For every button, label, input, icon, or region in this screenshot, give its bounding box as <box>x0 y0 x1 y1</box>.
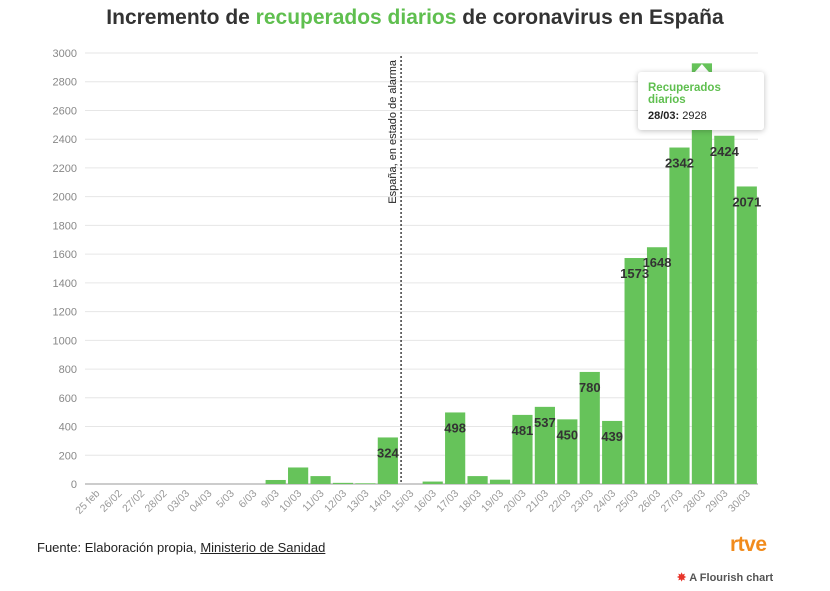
y-tick-label: 400 <box>59 422 77 434</box>
y-tick-label: 3000 <box>53 48 77 60</box>
tooltip-date: 28/03: <box>648 110 680 122</box>
source-prefix: Fuente: Elaboración propia, <box>37 540 201 555</box>
bar <box>624 258 645 484</box>
bar <box>691 63 713 485</box>
x-tick-label: 5/03 <box>214 488 237 511</box>
x-tick-label: 14/03 <box>367 488 394 515</box>
y-tick-label: 2400 <box>53 134 77 146</box>
rtve-logo: rtve <box>730 533 767 556</box>
data-label: 780 <box>579 380 601 395</box>
y-tick-label: 2000 <box>53 192 77 204</box>
x-tick-label: 28/02 <box>143 488 170 515</box>
chart-tooltip: Recuperados diarios 28/03: 2928 <box>638 72 764 130</box>
data-label: 324 <box>377 445 399 460</box>
x-tick-label: 11/03 <box>300 488 327 515</box>
x-tick-label: 21/03 <box>524 488 551 515</box>
source-note: Fuente: Elaboración propia, Ministerio d… <box>37 540 325 555</box>
title-suffix: de coronavirus en España <box>456 6 724 29</box>
y-tick-label: 1000 <box>53 335 77 347</box>
x-tick-label: 19/03 <box>479 488 506 515</box>
x-tick-label: 27/03 <box>659 488 686 515</box>
bar <box>288 467 309 484</box>
x-tick-label: 03/03 <box>165 488 192 515</box>
x-tick-label: 26/03 <box>636 488 663 515</box>
y-tick-label: 1600 <box>53 249 77 261</box>
y-tick-label: 800 <box>59 364 77 376</box>
y-tick-label: 2600 <box>53 105 77 117</box>
title-highlight: recuperados diarios <box>255 6 457 29</box>
bar <box>646 247 668 484</box>
y-tick-label: 2200 <box>53 163 77 175</box>
data-label: 439 <box>601 429 623 444</box>
data-label: 537 <box>534 415 556 430</box>
y-tick-label: 1800 <box>53 220 77 232</box>
y-tick-label: 200 <box>59 450 77 462</box>
y-tick-label: 1400 <box>53 278 77 290</box>
bar <box>467 476 488 484</box>
data-label: 498 <box>444 420 466 435</box>
data-label: 2424 <box>710 144 740 159</box>
flourish-label: A Flourish chart <box>689 572 774 584</box>
x-tick-label: 30/03 <box>726 488 753 515</box>
y-tick-label: 2800 <box>53 77 77 89</box>
bar <box>265 479 286 484</box>
tooltip-pointer <box>694 64 709 72</box>
x-tick-label: 25 feb <box>73 488 102 517</box>
bar <box>310 476 331 484</box>
bar <box>557 419 578 484</box>
tooltip-value: 2928 <box>682 110 707 122</box>
y-tick-label: 600 <box>59 393 77 405</box>
y-tick-label: 1200 <box>53 307 77 319</box>
data-label: 2342 <box>665 156 694 171</box>
bar <box>534 406 555 484</box>
x-tick-label: 26/02 <box>98 488 125 515</box>
data-label: 1648 <box>643 255 672 270</box>
flourish-star-icon: ✸ <box>677 572 687 584</box>
bar <box>736 186 757 484</box>
bar <box>355 483 376 484</box>
bar <box>422 481 443 484</box>
bar <box>579 371 600 484</box>
x-tick-label: 04/03 <box>187 488 214 515</box>
annotation-label: España, en estado de alarma <box>387 59 399 204</box>
x-tick-label: 10/03 <box>277 488 304 515</box>
data-label: 1573 <box>620 266 649 281</box>
x-tick-label: 27/02 <box>120 488 147 515</box>
x-tick-label: 24/03 <box>591 488 618 515</box>
bar <box>332 482 354 484</box>
bar <box>445 412 466 484</box>
x-tick-label: 22/03 <box>546 488 573 515</box>
x-tick-label: 29/03 <box>703 488 730 515</box>
x-tick-label: 16/03 <box>412 488 439 515</box>
x-tick-label: 25/03 <box>614 488 641 515</box>
x-tick-label: 20/03 <box>502 488 529 515</box>
bar <box>714 135 735 484</box>
data-label: 2071 <box>732 194 761 209</box>
bar <box>489 479 511 484</box>
bar <box>602 420 623 484</box>
title-prefix: Incremento de <box>106 6 256 29</box>
bar <box>377 437 398 484</box>
data-label: 450 <box>556 427 578 442</box>
x-tick-label: 6/03 <box>236 488 259 511</box>
flourish-credit[interactable]: ✸ A Flourish chart <box>677 571 773 584</box>
bar <box>512 414 533 484</box>
x-tick-label: 18/03 <box>457 488 484 515</box>
x-tick-label: 15/03 <box>389 488 416 515</box>
x-tick-label: 28/03 <box>681 488 708 515</box>
chart-title: Incremento de recuperados diarios de cor… <box>0 6 830 30</box>
bar <box>669 147 690 485</box>
y-tick-label: 0 <box>71 479 77 491</box>
x-tick-label: 13/03 <box>344 488 371 515</box>
x-tick-label: 23/03 <box>569 488 596 515</box>
tooltip-title: Recuperados diarios <box>648 82 721 106</box>
data-label: 481 <box>512 423 534 438</box>
x-tick-label: 17/03 <box>434 488 461 515</box>
x-tick-label: 12/03 <box>322 488 349 515</box>
source-link[interactable]: Ministerio de Sanidad <box>200 540 326 555</box>
